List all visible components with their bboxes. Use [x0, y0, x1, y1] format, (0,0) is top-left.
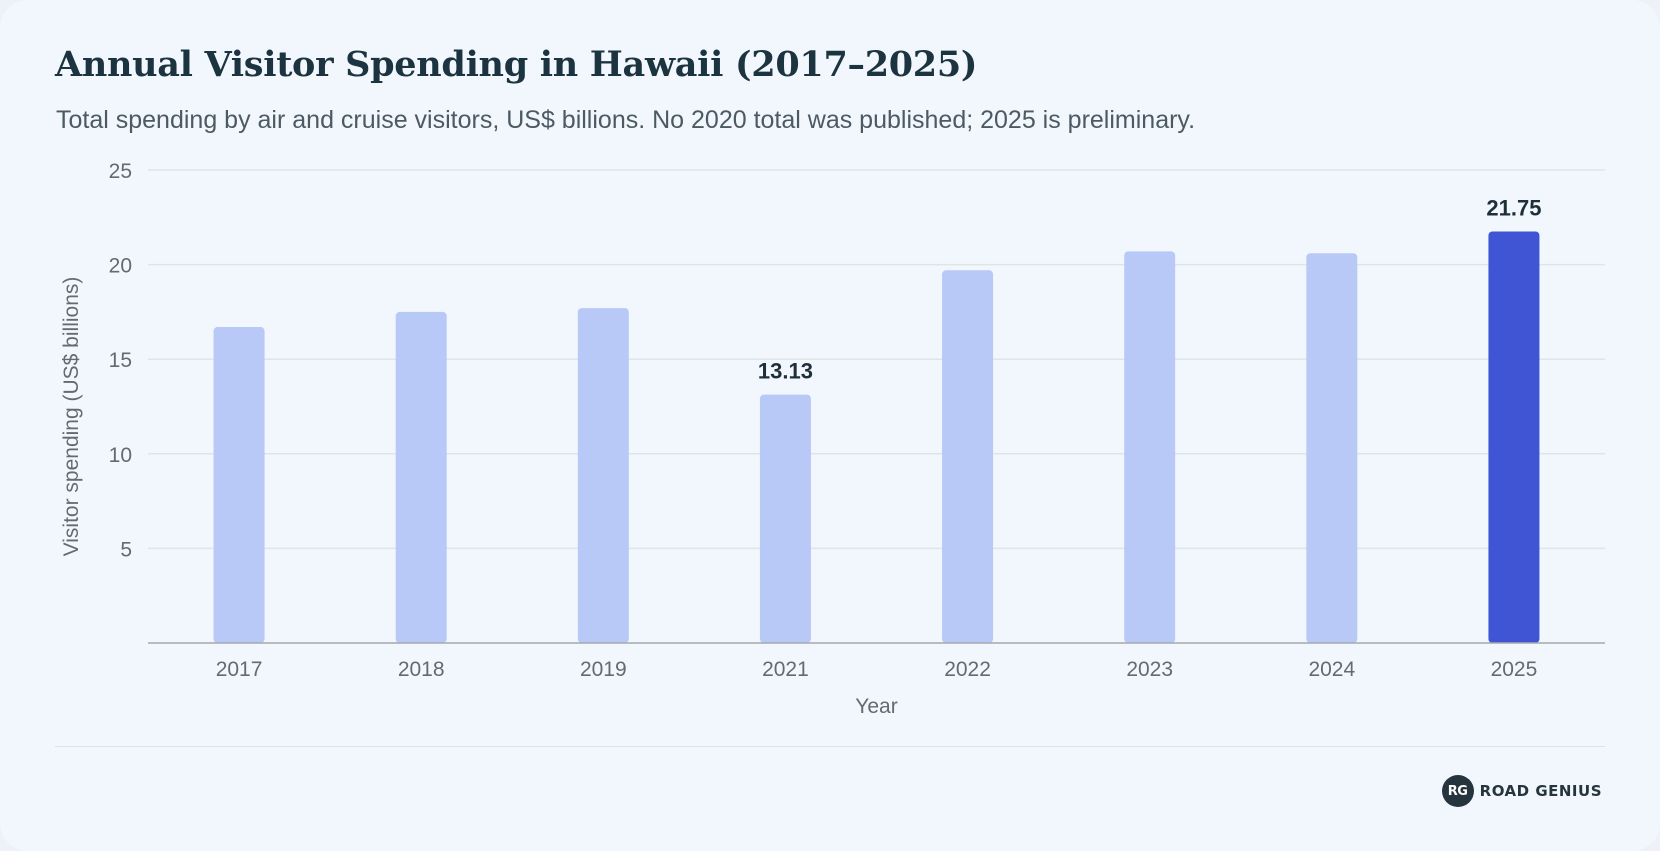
x-tick-label: 2019: [580, 658, 627, 681]
x-tick-label: 2018: [398, 658, 445, 681]
y-tick-label: 25: [109, 160, 132, 183]
data-label: 13.13: [758, 359, 813, 384]
x-tick-label: 2021: [762, 658, 809, 681]
bar-2018: [395, 311, 447, 643]
x-tick-label: 2023: [1126, 658, 1173, 681]
y-tick-label: 5: [120, 538, 132, 561]
y-tick-label: 15: [109, 349, 132, 372]
bar-2024: [1306, 253, 1358, 644]
y-axis-title: Visitor spending (US$ billions): [60, 277, 83, 557]
y-tick-label: 20: [109, 255, 132, 278]
x-tick-label: 2024: [1308, 658, 1355, 681]
bar-2025: [1488, 231, 1540, 644]
bar-2023: [1124, 251, 1176, 643]
data-label: 21.75: [1486, 195, 1541, 220]
bar-2021: [759, 394, 811, 643]
bar-2019: [577, 308, 629, 643]
footer-divider: [55, 746, 1605, 747]
chart-title: Annual Visitor Spending in Hawaii (2017–…: [55, 44, 978, 85]
y-tick-label: 10: [109, 444, 132, 467]
bar-2017: [213, 327, 265, 643]
x-tick-label: 2017: [216, 658, 263, 681]
x-axis-title: Year: [855, 695, 897, 718]
x-tick-label: 2025: [1491, 658, 1538, 681]
bar-2022: [942, 270, 994, 643]
chart-subtitle: Total spending by air and cruise visitor…: [56, 106, 1196, 134]
brand-logo: RG ROAD GENIUS: [1441, 774, 1602, 808]
brand-name: ROAD GENIUS: [1479, 782, 1602, 800]
road-genius-logo-icon: RG: [1441, 775, 1474, 807]
x-tick-label: 2022: [944, 658, 991, 681]
